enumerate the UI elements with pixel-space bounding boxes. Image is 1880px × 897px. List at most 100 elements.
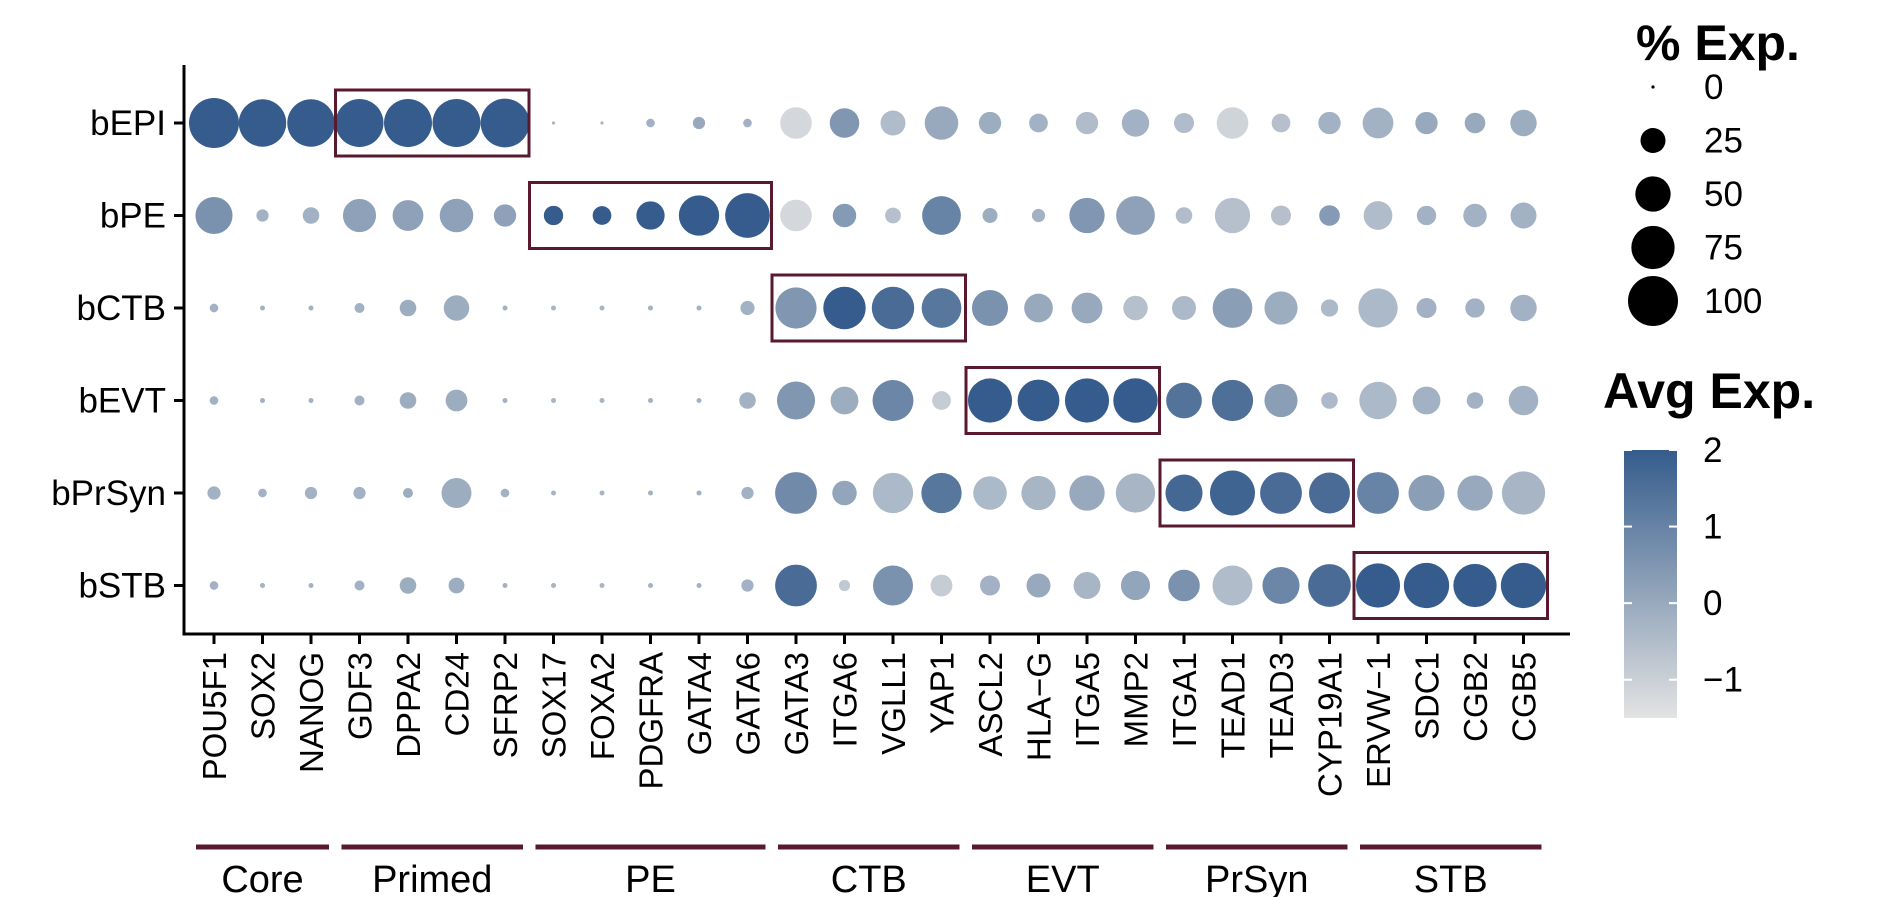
gene-label: VGLL1 [875, 652, 912, 755]
dot-bctb-19 [1123, 295, 1148, 321]
dot-bprsyn-13 [832, 480, 857, 506]
dot-bevt-21 [1211, 379, 1254, 422]
gene-label: CGB5 [1506, 652, 1543, 742]
dot-bctb-6 [502, 305, 508, 311]
dot-bprsyn-8 [599, 490, 605, 496]
size-legend-title: % Exp. [1636, 15, 1800, 71]
group-label-ctb: CTB [831, 859, 907, 897]
dot-bepi-22 [1271, 113, 1291, 133]
dot-bpe-12 [780, 199, 812, 232]
dot-bprsyn-6 [500, 488, 510, 498]
dot-bevt-17 [1017, 379, 1060, 422]
dot-bprsyn-15 [921, 472, 962, 514]
dot-bepi-8 [600, 121, 604, 125]
dot-bepi-15 [924, 106, 959, 140]
dot-bepi-4 [384, 99, 432, 147]
size-legend-dot [1640, 128, 1666, 153]
group-label-evt: EVT [1026, 859, 1100, 897]
color-legend-title: Avg Exp. [1603, 363, 1815, 419]
dot-bstb-18 [1073, 572, 1101, 599]
dot-bepi-11 [743, 118, 752, 128]
gene-label: SOX2 [245, 652, 282, 740]
size-legend-label: 0 [1704, 68, 1723, 107]
dot-bstb-15 [930, 574, 953, 597]
dot-bevt-25 [1412, 386, 1441, 415]
color-legend-label: −1 [1703, 661, 1743, 700]
dot-bevt-5 [445, 389, 468, 412]
dot-bstb-9 [648, 583, 653, 588]
dot-bevt-13 [830, 386, 859, 415]
dot-bpe-3 [342, 198, 377, 233]
dot-bevt-0 [209, 396, 219, 405]
dot-bpe-23 [1319, 205, 1340, 226]
dot-bpe-9 [636, 201, 665, 230]
dot-bpe-25 [1416, 205, 1437, 226]
group-label-core: Core [221, 859, 303, 897]
dot-bstb-25 [1403, 562, 1450, 609]
dot-bprsyn-16 [973, 476, 1007, 510]
dot-bpe-10 [678, 195, 720, 236]
dot-bepi-12 [780, 107, 812, 139]
highlight-box [770, 273, 967, 343]
dot-bpe-17 [1031, 208, 1046, 223]
dot-bepi-17 [1029, 113, 1048, 133]
dot-bstb-8 [599, 583, 605, 588]
dot-bstb-23 [1308, 564, 1351, 607]
color-legend-label: 0 [1703, 584, 1722, 623]
dot-bstb-5 [448, 577, 465, 594]
dot-bstb-14 [873, 565, 913, 606]
gene-label: POU5F1 [196, 652, 233, 780]
dot-bevt-1 [260, 398, 265, 403]
dot-bepi-23 [1318, 111, 1341, 135]
gene-label: GATA4 [681, 652, 718, 755]
dot-bctb-9 [648, 305, 653, 311]
row-label-bprsyn: bPrSyn [51, 474, 166, 513]
highlight-box [334, 88, 531, 158]
dot-bpe-15 [922, 196, 961, 235]
dot-bctb-5 [443, 295, 470, 321]
dot-bstb-21 [1212, 565, 1253, 606]
dot-bpe-5 [439, 198, 474, 233]
dot-bevt-4 [399, 392, 417, 409]
dot-bprsyn-20 [1165, 474, 1203, 512]
dot-bprsyn-4 [403, 488, 413, 498]
dot-bevt-22 [1264, 383, 1298, 418]
gene-label: DPPA2 [390, 652, 427, 758]
highlight-box [528, 181, 773, 250]
dot-bprsyn-24 [1357, 472, 1399, 514]
group-label-pe: PE [625, 859, 676, 897]
dot-bepi-1 [238, 99, 287, 147]
dot-bpe-24 [1363, 201, 1393, 230]
size-legend-dot [1635, 176, 1671, 212]
dot-bevt-20 [1166, 382, 1202, 419]
gene-label: CGB2 [1457, 652, 1494, 742]
dot-bctb-20 [1172, 296, 1196, 320]
dot-bepi-3 [335, 99, 384, 147]
dot-bpe-14 [885, 207, 901, 224]
dot-bepi-5 [432, 99, 481, 147]
dot-bpe-16 [982, 208, 998, 223]
dot-bctb-14 [871, 286, 915, 330]
color-legend-label: 1 [1703, 508, 1722, 547]
dot-bevt-26 [1466, 392, 1484, 409]
gene-label: HLA−G [1021, 652, 1058, 761]
dot-bevt-14 [872, 380, 914, 421]
dot-bctb-2 [308, 305, 314, 311]
dot-bprsyn-17 [1021, 475, 1056, 511]
dot-bepi-9 [646, 118, 655, 128]
dot-bprsyn-26 [1457, 475, 1493, 511]
dot-bepi-18 [1075, 111, 1099, 135]
dot-bctb-27 [1510, 294, 1537, 322]
dot-bepi-7 [551, 121, 556, 125]
row-label-bpe: bPE [100, 197, 166, 236]
gene-label: YAP1 [924, 652, 961, 734]
dot-bepi-25 [1415, 111, 1438, 135]
dot-bctb-10 [696, 305, 702, 311]
gene-label: GATA3 [778, 652, 815, 755]
dot-bpe-0 [195, 196, 233, 235]
gene-label: FOXA2 [584, 652, 621, 760]
dot-bevt-24 [1359, 381, 1397, 420]
color-legend-bar [1624, 450, 1677, 718]
dot-bevt-16 [967, 378, 1013, 423]
